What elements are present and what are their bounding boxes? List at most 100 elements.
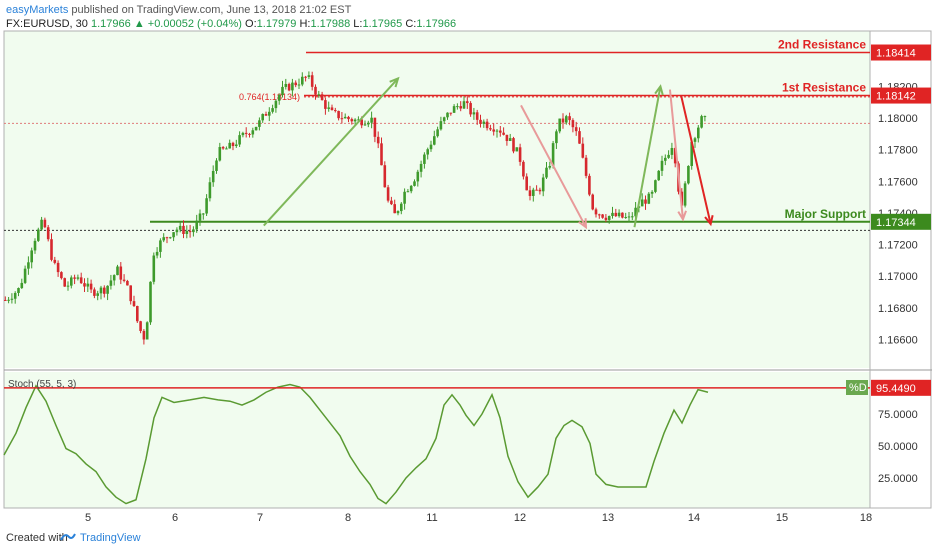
candle-body xyxy=(271,108,274,112)
candle-body xyxy=(644,199,647,204)
chart-frame xyxy=(3,30,932,509)
level-price-label: 1.17344 xyxy=(876,217,916,229)
candle-body xyxy=(522,161,525,177)
candle-body xyxy=(555,131,558,144)
stoch-line xyxy=(3,383,709,505)
candle-body xyxy=(66,285,70,287)
candle-body xyxy=(99,287,103,294)
candle-body xyxy=(172,232,175,238)
stoch-level-badge xyxy=(871,379,931,396)
y-tick-label: 1.17200 xyxy=(878,240,918,252)
candle-body xyxy=(56,262,60,273)
candle-body xyxy=(248,133,251,135)
candle-body xyxy=(660,160,664,171)
candle-body xyxy=(307,75,311,77)
candle-body xyxy=(13,292,17,299)
stoch-panel-bg xyxy=(4,372,870,508)
price-change: +0.00052 (+0.04%) xyxy=(147,18,242,30)
candle-body xyxy=(621,212,624,218)
candle-body xyxy=(390,200,393,205)
candle-body xyxy=(205,198,208,214)
candle-body xyxy=(122,279,126,281)
candle-body xyxy=(409,185,413,192)
candle-body xyxy=(112,275,116,281)
candle-body xyxy=(611,212,614,217)
candle-body xyxy=(561,118,565,123)
candle-body xyxy=(228,142,231,149)
candle-body xyxy=(304,76,307,78)
candle-body xyxy=(469,103,472,115)
candle-body xyxy=(499,130,502,133)
candle-body xyxy=(287,83,291,91)
candle-body xyxy=(466,101,469,104)
candle-body xyxy=(23,268,27,283)
stoch-level-label: 95.4490 xyxy=(876,383,916,395)
candle-body xyxy=(525,176,528,191)
candle-body xyxy=(406,191,410,193)
candle-body xyxy=(558,118,561,132)
candle-body xyxy=(258,120,261,127)
candle-body xyxy=(353,119,357,122)
candle-body xyxy=(664,157,667,161)
candle-body xyxy=(281,86,284,96)
candle-body xyxy=(89,283,93,290)
y-tick-label: 1.16600 xyxy=(878,335,918,347)
y-tick-label: 1.16800 xyxy=(878,303,918,315)
tradingview-brand[interactable]: TradingView xyxy=(80,532,141,544)
level-label: 1st Resistance xyxy=(782,81,866,95)
candle-body xyxy=(607,216,611,220)
symbol-label: FX:EURUSD, 30 xyxy=(6,18,88,30)
open-value: 1.17979 xyxy=(256,18,297,30)
price-chart[interactable]: 1.182001.180001.178001.176001.174001.172… xyxy=(0,0,932,527)
candle-body xyxy=(145,322,149,340)
candle-body xyxy=(96,293,99,296)
candle-body xyxy=(244,132,248,134)
candle-body xyxy=(83,283,86,287)
candle-body xyxy=(588,175,591,195)
candle-body xyxy=(462,101,466,109)
candle-body xyxy=(274,100,278,109)
publisher-name[interactable]: easyMarkets xyxy=(6,4,69,16)
candle-body xyxy=(109,280,113,286)
candle-body xyxy=(386,187,390,201)
candle-body xyxy=(7,299,10,301)
level-label: 2nd Resistance xyxy=(778,38,866,52)
candle-body xyxy=(185,231,189,234)
high-value: 1.17988 xyxy=(310,18,351,30)
candle-body xyxy=(343,116,347,119)
candle-body xyxy=(208,182,212,199)
candle-body xyxy=(703,116,707,118)
candle-body xyxy=(439,121,443,130)
candle-body xyxy=(396,211,400,214)
candle-body xyxy=(251,130,255,135)
candle-body xyxy=(426,149,429,155)
candle-body xyxy=(433,136,436,145)
candle-body xyxy=(479,119,482,124)
candle-body xyxy=(591,194,594,210)
candle-body xyxy=(700,116,703,128)
candle-body xyxy=(231,142,235,147)
candle-body xyxy=(327,107,330,109)
candle-body xyxy=(116,266,119,276)
x-tick-label: 12 xyxy=(514,512,526,524)
candle-body xyxy=(211,170,215,183)
candle-body xyxy=(17,288,20,293)
candle-body xyxy=(301,76,304,85)
candle-body xyxy=(673,147,677,164)
candle-body xyxy=(571,120,575,128)
candle-body xyxy=(40,219,43,230)
candle-body xyxy=(495,130,499,132)
candle-body xyxy=(624,217,627,219)
candle-body xyxy=(155,251,159,256)
candle-body xyxy=(594,209,598,215)
close-value: 1.17966 xyxy=(416,18,457,30)
candle-body xyxy=(235,144,238,147)
candle-body xyxy=(667,154,670,158)
candle-body xyxy=(215,160,218,171)
candle-body xyxy=(284,83,288,87)
candle-body xyxy=(502,132,505,135)
candle-body xyxy=(27,262,30,269)
candle-body xyxy=(119,266,123,280)
candle-body xyxy=(647,193,651,204)
candle-body xyxy=(63,278,66,287)
